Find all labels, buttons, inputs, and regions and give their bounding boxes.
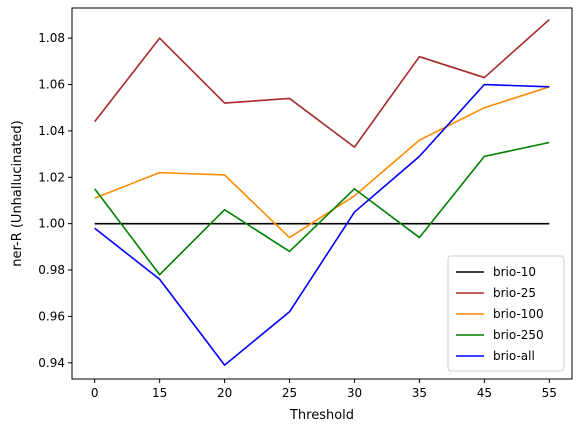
x-tick-label: 25: [282, 386, 297, 400]
series-line-brio-25: [94, 18, 550, 148]
plot-frame: [71, 7, 573, 380]
y-axis: 0.94 0.96 0.98 1.00 1.02 1.04 1.06 1.08: [38, 31, 72, 370]
x-tick-label: 30: [347, 386, 362, 400]
x-tick-label: 55: [542, 386, 557, 400]
x-axis-label: Threshold: [289, 408, 354, 423]
y-tick-label: 1.08: [38, 31, 65, 45]
y-tick-label: 1.02: [38, 170, 65, 184]
y-tick-label: 0.98: [38, 263, 65, 277]
x-tick-label: 45: [477, 386, 492, 400]
x-tick-label: 15: [152, 386, 167, 400]
legend-label: brio-250: [493, 328, 544, 342]
y-tick-label: 1.06: [38, 78, 65, 92]
series-line-brio-all: [94, 83, 550, 366]
legend-label: brio-25: [493, 286, 536, 300]
y-tick-label: 0.96: [38, 309, 65, 323]
series-layer: [94, 18, 550, 366]
legend-label: brio-100: [493, 307, 544, 321]
x-tick-label: 35: [412, 386, 427, 400]
x-tick-label: 0: [91, 386, 99, 400]
y-tick-label: 0.94: [38, 356, 65, 370]
legend: brio-10 brio-25 brio-100 brio-250 brio-all: [447, 255, 565, 372]
series-line-brio-250: [94, 141, 550, 276]
x-tick-label: 20: [217, 386, 232, 400]
y-axis-label: ner-R (Unhallucinated): [10, 120, 25, 267]
y-tick-label: 1.04: [38, 124, 65, 138]
legend-label: brio-all: [493, 349, 535, 363]
legend-box: [447, 255, 565, 372]
x-axis: 0 15 20 25 30 35 45 55: [91, 379, 557, 400]
series-line-brio-100: [94, 86, 550, 239]
legend-label: brio-10: [493, 265, 536, 279]
y-tick-label: 1.00: [38, 217, 65, 231]
